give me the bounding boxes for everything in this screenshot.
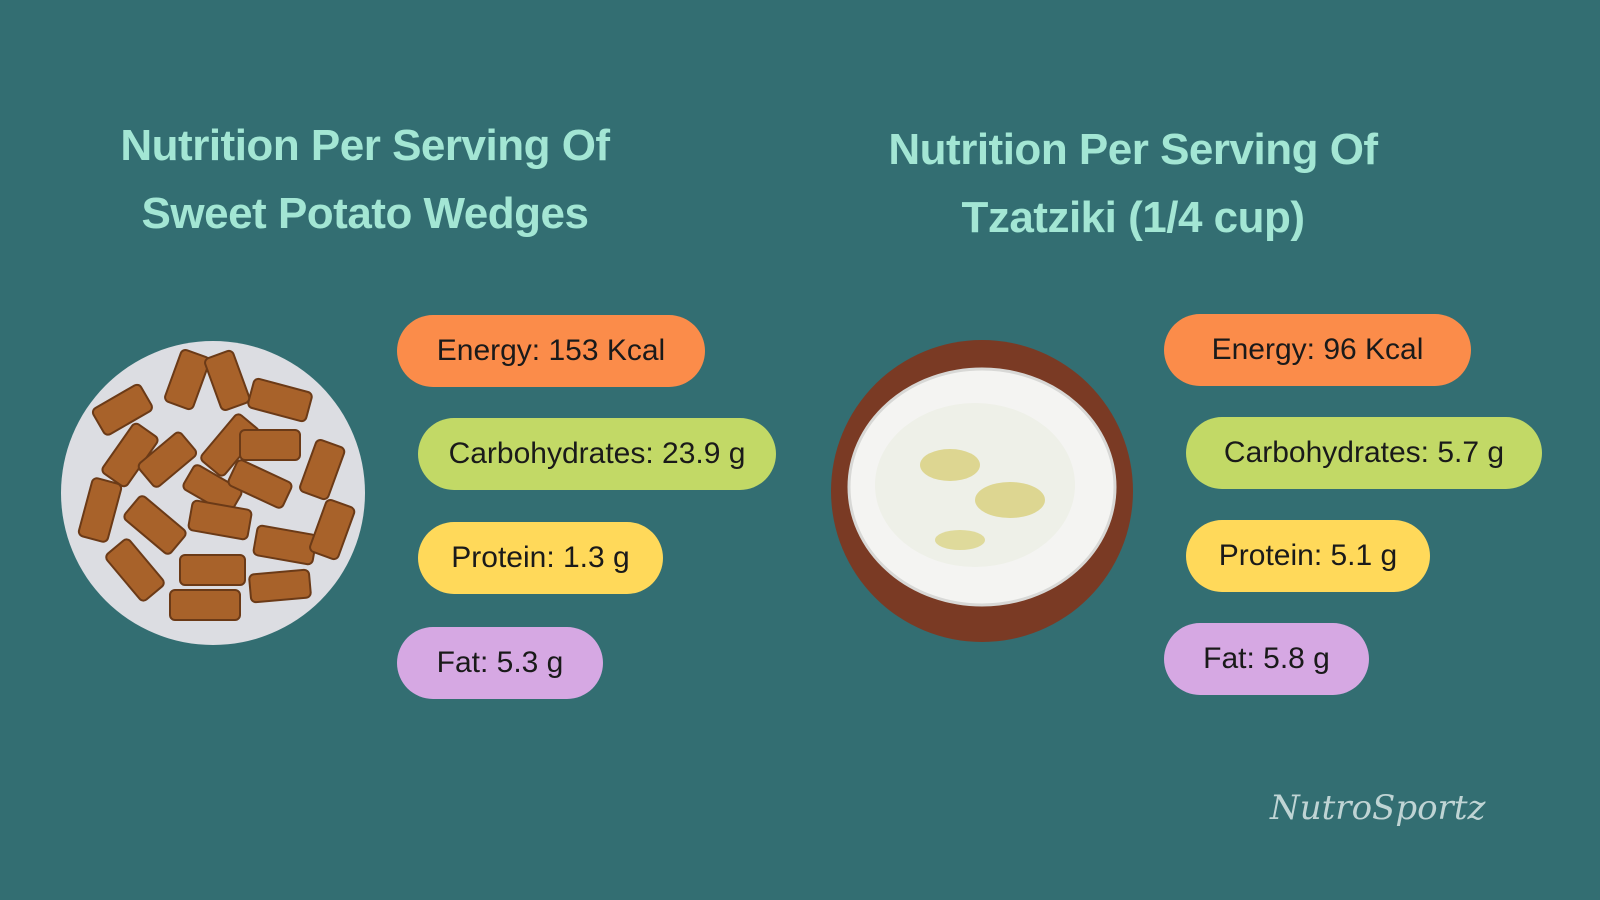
- watermark: NutroSportz: [1270, 788, 1486, 828]
- title-line: Sweet Potato Wedges: [141, 189, 589, 238]
- panel-title: Nutrition Per Serving Of Tzatziki (1/4 c…: [783, 116, 1483, 252]
- sweet-potato-image: [61, 341, 365, 645]
- protein-pill: Protein: 5.1 g: [1186, 520, 1430, 592]
- title-line: Tzatziki (1/4 cup): [961, 193, 1305, 242]
- energy-pill: Energy: 153 Kcal: [397, 315, 705, 387]
- fat-pill: Fat: 5.3 g: [397, 627, 603, 699]
- title-line: Nutrition Per Serving Of: [888, 125, 1378, 174]
- fat-pill: Fat: 5.8 g: [1164, 623, 1369, 695]
- tzatziki-image: [831, 340, 1133, 642]
- protein-pill: Protein: 1.3 g: [418, 522, 663, 594]
- panel-title: Nutrition Per Serving Of Sweet Potato We…: [15, 112, 715, 248]
- carbs-pill: Carbohydrates: 5.7 g: [1186, 417, 1542, 489]
- energy-pill: Energy: 96 Kcal: [1164, 314, 1471, 386]
- title-line: Nutrition Per Serving Of: [120, 121, 610, 170]
- carbs-pill: Carbohydrates: 23.9 g: [418, 418, 776, 490]
